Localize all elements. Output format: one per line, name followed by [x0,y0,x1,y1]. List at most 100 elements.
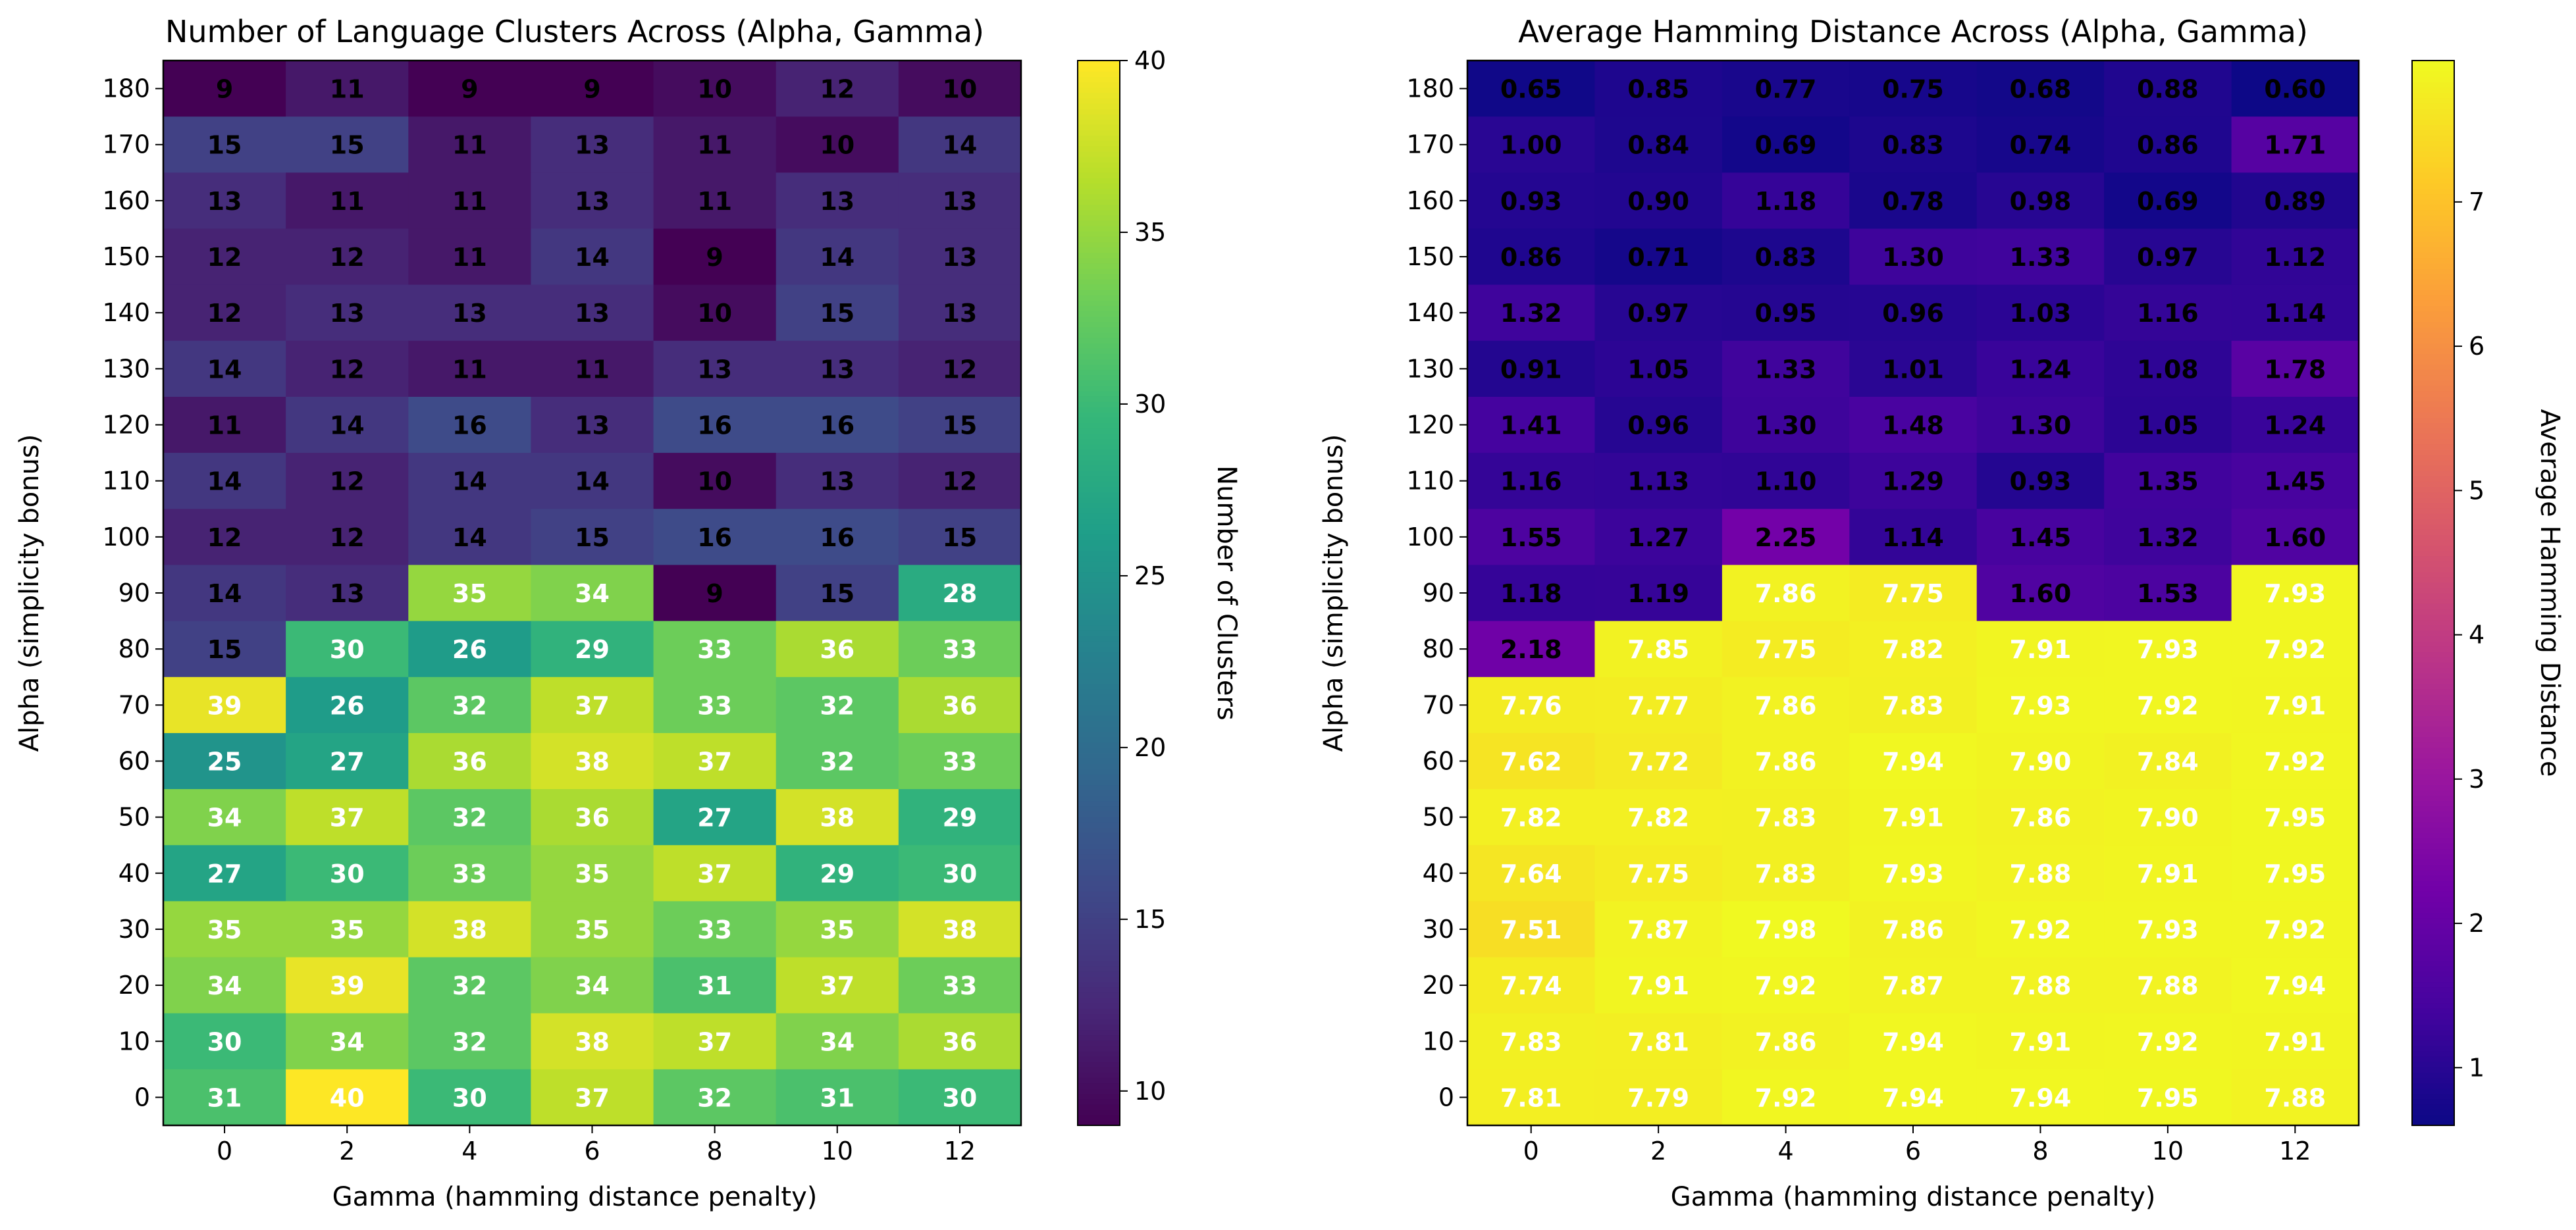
heatmap-cell [2231,565,2359,622]
colorbar-segment [1078,1035,1120,1041]
cell-value-label: 11 [452,243,487,272]
colorbar-segment [2412,151,2454,157]
cell-value-label: 7.91 [2264,691,2326,720]
heatmap-cell [408,1069,532,1126]
colorbar-segment [1078,220,1120,226]
cell-value-label: 7.82 [1627,804,1689,833]
cell-value-label: 1.60 [2010,579,2072,608]
cell-value-label: 1.55 [1500,523,1562,552]
colorbar-segment [1078,859,1120,865]
colorbar-segment [1078,891,1120,897]
heatmap-cell [531,340,654,397]
cell-value-label: 38 [820,804,854,833]
heatmap-cell [2231,340,2359,397]
heatmap-cell [286,340,409,397]
heatmap-cell [286,396,409,453]
heatmap-cell [163,1013,286,1070]
y-tick-label: 50 [1423,803,1454,832]
heatmap-cell [898,396,1022,453]
y-tick-label: 140 [102,298,150,327]
cell-value-label: 7.98 [1755,915,1817,944]
heatmap-cell [408,901,532,958]
colorbar-segment [2412,971,2454,977]
colorbar-segment [2412,587,2454,594]
cell-value-label: 14 [452,467,487,496]
heatmap-cell [1467,901,1596,958]
colorbar-segment [1078,321,1120,328]
heatmap-cell [898,621,1022,678]
cell-value-label: 0.91 [1500,355,1562,384]
colorbar-segment [2412,779,2454,786]
cell-value-label: 7.94 [2264,971,2326,1000]
heatmap-cell [1849,845,1978,902]
heatmap-cell [408,1013,532,1070]
colorbar-segment [1078,806,1120,812]
y-tick-label: 180 [102,74,150,103]
cell-value-label: 33 [697,635,732,664]
colorbar-segment [2412,321,2454,328]
colorbar-segment [1078,476,1120,482]
colorbar-segment [2412,965,2454,972]
colorbar-segment [2412,1114,2454,1121]
colorbar-segment [2412,577,2454,583]
colorbar-segment [1078,215,1120,221]
cell-value-label: 0.93 [2010,467,2072,496]
heatmap-cell [1849,732,1978,790]
colorbar-segment [1078,374,1120,381]
cell-value-label: 0.84 [1627,131,1689,160]
heatmap-cell [1849,677,1978,734]
y-tick-label: 60 [118,746,150,775]
colorbar-segment [2412,683,2454,690]
colorbar-segment [2412,1019,2454,1025]
cell-value-label: 7.86 [1755,747,1817,776]
colorbar-segment [2412,1050,2454,1057]
cell-value-label: 32 [820,747,854,776]
heatmap-cell [1722,396,1850,453]
colorbar-segment [1078,428,1120,434]
cell-value-label: 7.75 [1627,859,1689,888]
cell-value-label: 34 [330,1027,365,1056]
colorbar-segment [2412,709,2454,716]
colorbar-segment [2412,540,2454,546]
colorbar-segment [2412,1119,2454,1126]
heatmap-cell [2104,621,2232,678]
heatmap-cell [2231,957,2359,1014]
x-tick-label: 0 [217,1137,232,1166]
colorbar-label: Number of Clusters [1211,465,1242,720]
colorbar-tick-label: 3 [2469,765,2484,794]
heatmap-cell [531,228,654,286]
cell-value-label: 7.86 [1755,691,1817,720]
colorbar-segment [2412,438,2454,445]
y-tick-label: 60 [1423,746,1454,775]
heatmap-cell [775,957,899,1014]
colorbar-segment [2412,742,2454,748]
heatmap-cell [653,61,777,117]
heatmap-cell [1849,789,1978,846]
heatmap-cell [2231,396,2359,453]
cell-value-label: 2.18 [1500,635,1562,664]
colorbar-segment [2412,726,2454,732]
colorbar-segment [1078,678,1120,684]
cell-value-label: 1.05 [2137,411,2199,440]
y-tick-label: 160 [102,186,150,215]
colorbar-segment [2412,747,2454,754]
cell-value-label: 12 [330,243,365,272]
axes: 0 2 4 6 8 10 121801701601501401301201101009080… [102,59,1022,1166]
colorbar-segment [2412,657,2454,663]
heatmap-cell [2231,845,2359,902]
colorbar-segment [1078,981,1120,988]
colorbar-segment [2412,247,2454,253]
colorbar-segment [1078,130,1120,136]
cell-value-label: 9 [583,75,600,104]
colorbar-segment [2412,571,2454,578]
cell-value-label: 12 [942,467,977,496]
heatmap-cell [775,116,899,173]
colorbar-segment [2412,242,2454,247]
cell-value-label: 27 [697,804,732,833]
colorbar-segment [2412,492,2454,498]
colorbar-segment [2412,757,2454,764]
colorbar-segment [1078,625,1120,631]
colorbar-segment [1078,1098,1120,1105]
heatmap-cell [531,61,654,117]
cell-value-label: 0.78 [1882,187,1944,216]
